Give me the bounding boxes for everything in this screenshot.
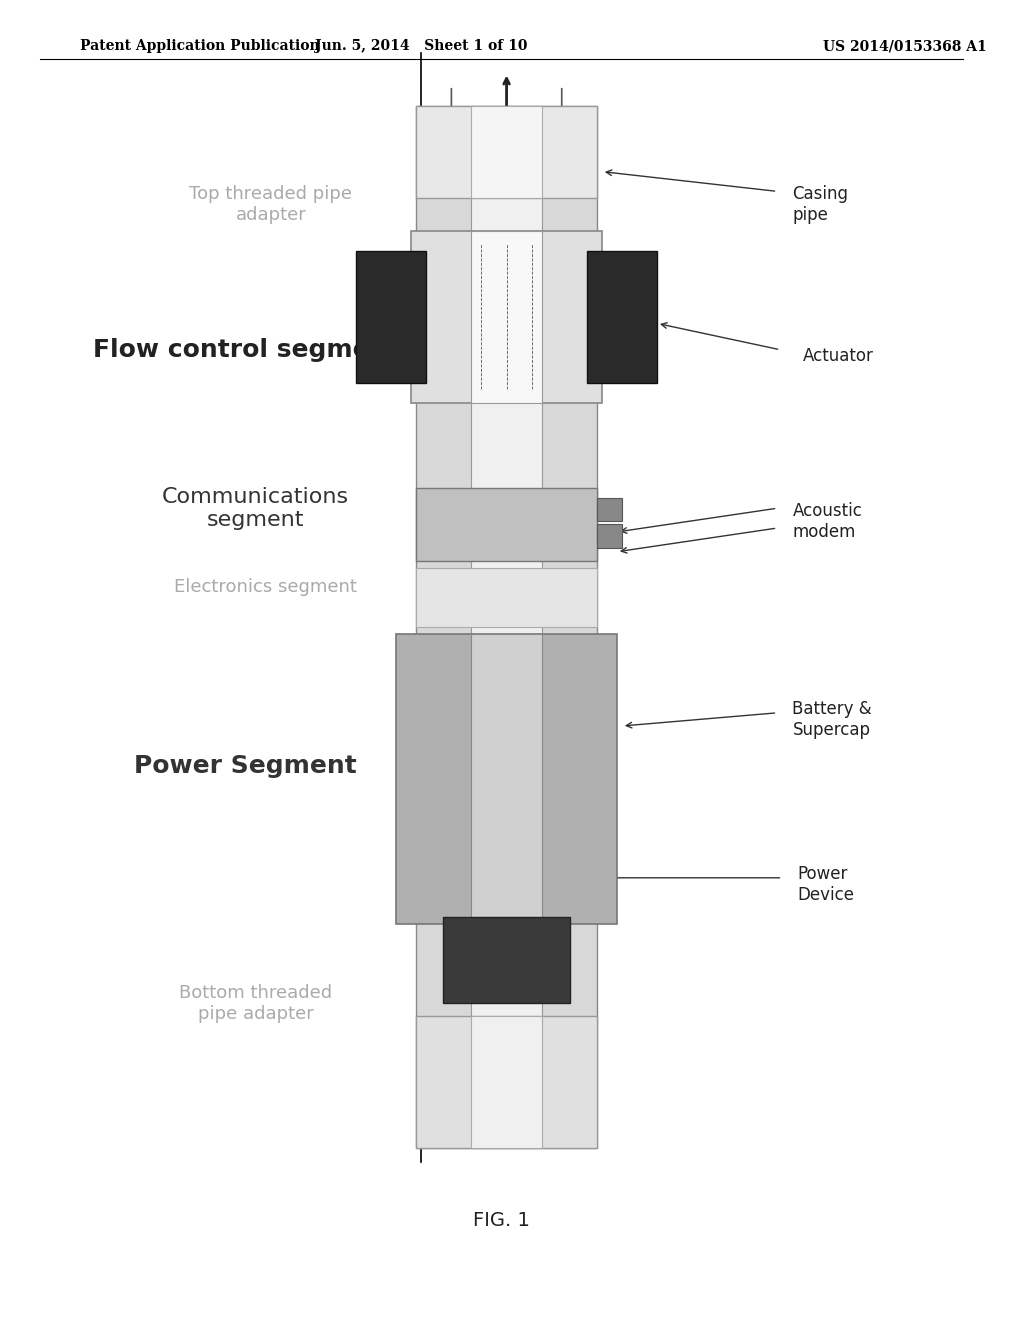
Bar xyxy=(417,568,597,627)
Text: Jun. 5, 2014   Sheet 1 of 10: Jun. 5, 2014 Sheet 1 of 10 xyxy=(315,40,527,53)
Bar xyxy=(597,524,622,548)
Bar xyxy=(417,106,597,1148)
Bar xyxy=(597,498,622,521)
Bar xyxy=(417,488,597,561)
Text: Battery &
Supercap: Battery & Supercap xyxy=(793,700,872,739)
Text: Casing
pipe: Casing pipe xyxy=(793,185,849,224)
Bar xyxy=(417,106,597,198)
Text: Flow
path: Flow path xyxy=(537,149,571,181)
Text: Acoustic
modem: Acoustic modem xyxy=(793,502,862,541)
Bar xyxy=(356,251,426,383)
Text: FIG. 1: FIG. 1 xyxy=(473,1212,530,1230)
Bar xyxy=(396,634,616,924)
Bar xyxy=(471,106,542,1148)
Bar xyxy=(471,231,542,403)
Text: Flow control segment: Flow control segment xyxy=(92,338,399,362)
Bar xyxy=(471,634,542,924)
Bar xyxy=(417,1016,597,1148)
Text: Actuator: Actuator xyxy=(803,347,873,366)
Text: US 2014/0153368 A1: US 2014/0153368 A1 xyxy=(822,40,986,53)
Bar xyxy=(443,917,569,1003)
Text: Electronics segment: Electronics segment xyxy=(174,578,357,597)
Text: Power Segment: Power Segment xyxy=(134,754,357,777)
Text: Patent Application Publication: Patent Application Publication xyxy=(80,40,319,53)
Bar xyxy=(412,231,602,403)
Bar xyxy=(471,1016,542,1148)
Bar xyxy=(587,251,657,383)
Bar xyxy=(471,106,542,198)
Text: Top threaded pipe
adapter: Top threaded pipe adapter xyxy=(189,185,352,224)
Text: Power
Device: Power Device xyxy=(798,865,854,904)
Text: Communications
segment: Communications segment xyxy=(162,487,349,529)
Text: Bottom threaded
pipe adapter: Bottom threaded pipe adapter xyxy=(179,983,333,1023)
